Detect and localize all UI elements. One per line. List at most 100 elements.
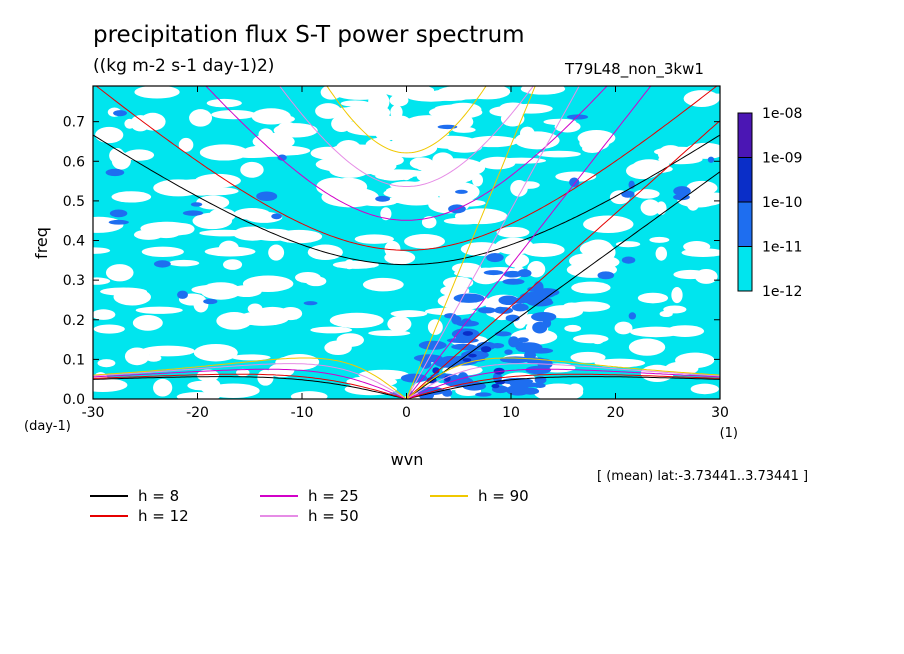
- x-tick-label: 10: [502, 405, 520, 421]
- legend-label: h = 50: [308, 507, 359, 525]
- kelvin-curve-h-8: [406, 171, 720, 399]
- power-field-low-patch: [189, 109, 213, 127]
- power-field-mid-patch: [451, 343, 477, 350]
- colorbar-label: 1e-11: [762, 240, 802, 256]
- dispersion-curves: [93, 86, 720, 399]
- power-field-low-patch: [399, 86, 431, 97]
- power-field-low-patch: [176, 391, 220, 399]
- power-field-low-patch: [111, 151, 131, 170]
- power-field-mid-patch: [521, 387, 540, 395]
- power-field-mid-patch: [566, 114, 589, 120]
- chart-title: precipitation flux S-T power spectrum: [93, 22, 525, 48]
- power-field-high-patch: [432, 367, 440, 374]
- kelvin-curve-h-12: [406, 120, 720, 399]
- power-field-low-patch: [628, 338, 666, 356]
- power-field-low-patch: [310, 326, 353, 334]
- experiment-label: T79L48_non_3kw1: [565, 60, 704, 78]
- units-label: ((kg m-2 s-1 day-1)2): [93, 56, 275, 76]
- power-field-low-patch: [93, 309, 116, 320]
- power-field-low-patch: [168, 259, 200, 267]
- power-field-low-patch: [124, 347, 150, 366]
- power-field-low-patch: [362, 277, 404, 292]
- power-field-low-patch: [614, 321, 633, 335]
- power-field-mid-patch: [524, 350, 536, 361]
- colorbar-segment: [737, 157, 753, 203]
- power-field-low-patch: [378, 154, 404, 166]
- power-field: [93, 86, 720, 399]
- power-field-low-patch: [135, 306, 183, 314]
- power-field-low-patch: [321, 187, 379, 208]
- power-field-low-patch: [577, 129, 616, 147]
- power-field-low-patch: [404, 234, 445, 249]
- power-field-low-patch: [384, 250, 416, 265]
- power-field-low-patch: [380, 207, 392, 221]
- power-field-low-patch: [424, 307, 477, 316]
- power-field-low-patch: [190, 186, 239, 196]
- y-unit-label: (day-1): [24, 419, 71, 434]
- rossby-curve-h-12: [93, 373, 720, 399]
- mean-latitude-label: [ (mean) lat:-3.73441..3.73441 ]: [597, 469, 809, 484]
- power-field-low-patch: [196, 369, 220, 382]
- power-field-low-patch: [206, 98, 242, 108]
- colorbar-segment: [737, 112, 753, 158]
- power-field-low-patch: [429, 105, 483, 120]
- power-field-low-patch: [690, 383, 719, 395]
- legend-item: h = 50: [260, 507, 410, 525]
- power-field-low-patch: [527, 261, 546, 278]
- power-field-low-patch: [583, 215, 634, 234]
- power-field-mid-patch: [530, 290, 556, 299]
- power-field-mid-patch: [113, 110, 127, 117]
- power-field-low-patch: [93, 324, 125, 334]
- power-field-low-patch: [417, 160, 463, 169]
- power-field-mid-patch: [494, 331, 512, 337]
- legend-swatch: [90, 515, 128, 517]
- y-tick-label: 0.1: [63, 352, 85, 368]
- power-field-low-patch: [141, 246, 184, 257]
- inertia-gravity-curve-h-12: [95, 86, 718, 251]
- power-field-low-patch: [640, 199, 661, 216]
- x-tick-label: -10: [291, 405, 314, 421]
- power-field-low-patch: [268, 244, 285, 261]
- legend-label: h = 8: [138, 487, 180, 505]
- legend-item: h = 12: [90, 507, 240, 525]
- power-field-low-patch: [329, 312, 384, 329]
- power-field-high-patch: [491, 383, 500, 389]
- x-unit-label: (1): [720, 426, 738, 441]
- power-field-mid-patch: [486, 253, 504, 263]
- power-field-low-patch: [568, 253, 605, 269]
- power-field-low-patch: [237, 311, 289, 326]
- power-field-low-patch: [517, 181, 540, 189]
- power-field-low-patch: [207, 383, 260, 399]
- x-tick-label: 30: [711, 405, 729, 421]
- power-field-mid-patch: [628, 312, 637, 320]
- power-field-low-patch: [637, 292, 669, 304]
- inertia-gravity-curve-h-8: [93, 134, 720, 266]
- power-field-low-patch: [329, 143, 370, 162]
- power-field-mid-patch: [504, 349, 513, 355]
- power-field-low-patch: [100, 287, 148, 296]
- power-field-high-patch: [443, 375, 451, 382]
- power-field-low-patch: [390, 310, 428, 318]
- legend-swatch: [260, 495, 298, 497]
- power-field-low-patch: [93, 378, 128, 392]
- power-field-low-patch: [389, 94, 409, 107]
- power-field-mid-patch: [621, 190, 635, 198]
- power-field-mid-patch: [455, 320, 479, 327]
- power-field-mid-patch: [418, 340, 447, 350]
- power-field-low-patch: [460, 242, 503, 257]
- power-field-mid-patch: [277, 154, 287, 161]
- rossby-curve-h-25: [93, 368, 720, 399]
- power-field-low-patch: [354, 234, 394, 244]
- colorbar-segment: [737, 201, 753, 247]
- power-field-low-patch: [694, 268, 718, 284]
- power-field-low-patch: [258, 128, 274, 141]
- x-axis-label: wvn: [391, 450, 424, 469]
- power-field-mid-patch: [534, 382, 546, 388]
- power-field-low-patch: [231, 354, 271, 361]
- power-field-mid-patch: [478, 307, 496, 314]
- power-field-mid-patch: [153, 260, 171, 268]
- power-field-mid-patch: [511, 303, 529, 312]
- y-tick-label: 0.4: [63, 234, 85, 250]
- power-field-mid-patch: [673, 194, 690, 201]
- legend-label: h = 90: [478, 487, 529, 505]
